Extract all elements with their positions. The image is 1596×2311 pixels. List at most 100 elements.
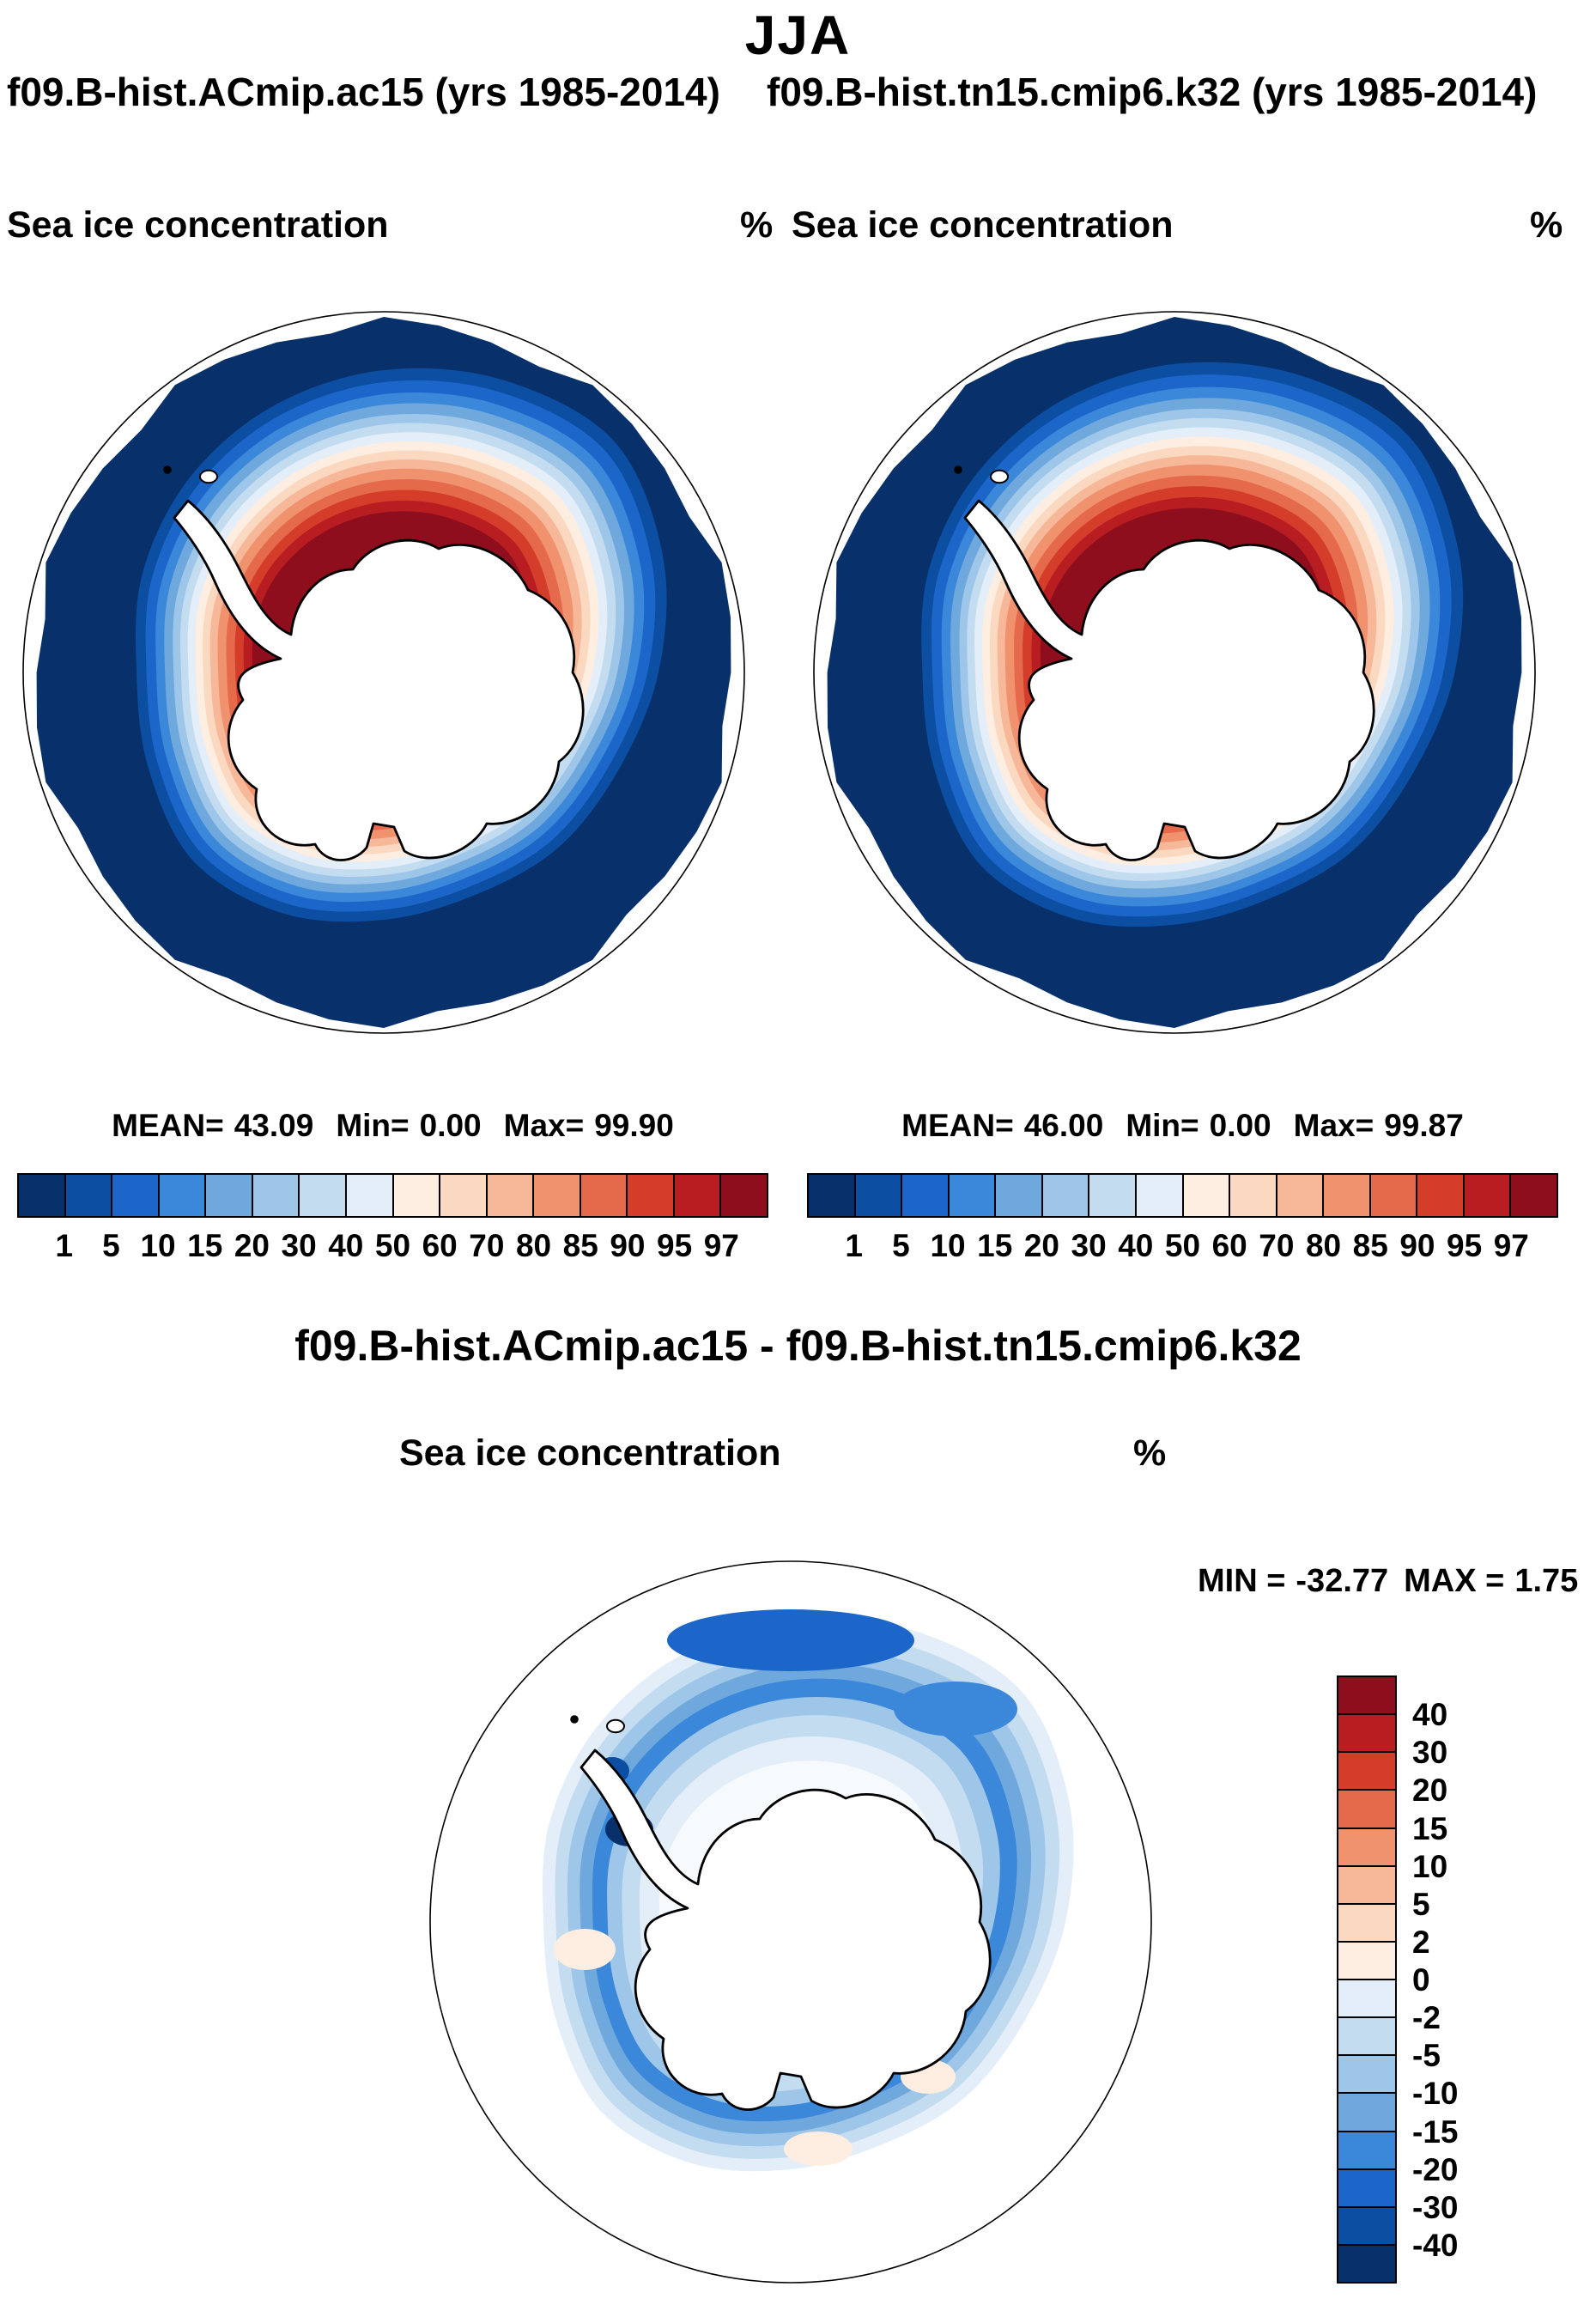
- colorbar-segment: [1337, 1713, 1397, 1754]
- colorbar-segment: [1337, 2243, 1397, 2284]
- colorbar-tick-label: 15: [1412, 1810, 1448, 1846]
- colorbar-tick-label: 60: [422, 1228, 458, 1263]
- colorbar-segment: [1337, 1751, 1397, 1791]
- colorbar-tick-label: 40: [1412, 1697, 1448, 1733]
- island-outline: [606, 1718, 625, 1734]
- max-label-b: Max=: [1293, 1108, 1375, 1143]
- diff-minmax: MIN = -32.77 MAX = 1.75: [1198, 1563, 1593, 1600]
- colorbar-segment: [1337, 1979, 1397, 2019]
- run-label-b: f09.B-hist.tn15.cmip6.k32 (yrs 1985-2014…: [767, 70, 1538, 114]
- colorbar-segment: [1337, 2016, 1397, 2057]
- colorbar-tick-label: 70: [469, 1228, 505, 1263]
- colorbar-ticks-b: 1 5 10 15 20 30 40 50 60 70 80 85 90 95 97: [807, 1228, 1558, 1266]
- field-label-a: Sea ice concentration: [7, 204, 389, 246]
- colorbar-segment: [1337, 1940, 1397, 1980]
- colorbar-tick-label: 90: [610, 1228, 646, 1263]
- map-boundary-circle: [429, 1560, 1152, 2284]
- colorbar-segment: [853, 1173, 903, 1218]
- diff-warm-patch: [554, 1929, 616, 1970]
- colorbar-segment: [1337, 1902, 1397, 1943]
- map-panel-diff: [429, 1560, 1152, 2284]
- colorbar-tick-label: 5: [102, 1228, 120, 1263]
- colorbar-segment: [1275, 1173, 1325, 1218]
- map-panel-b: [813, 311, 1536, 1034]
- colorbar-tick-label: 90: [1399, 1228, 1435, 1263]
- antarctica-outline: [963, 499, 1375, 861]
- colorbar-segment: [1337, 1675, 1397, 1716]
- colorbar-segment: [1134, 1173, 1184, 1218]
- colorbar-segment: [1368, 1173, 1418, 1218]
- colorbar-segment: [17, 1173, 66, 1218]
- colorbar-tick-label: 0: [1412, 1962, 1430, 1998]
- colorbar-tick-label: 5: [1412, 1886, 1430, 1922]
- antarctica-outline: [173, 499, 585, 861]
- mean-value-b: 46.00: [1023, 1108, 1104, 1143]
- colorbar-segment: [1509, 1173, 1558, 1218]
- colorbar-tick-label: 40: [328, 1228, 364, 1263]
- colorbar-tick-label: 20: [1412, 1773, 1448, 1809]
- colorbar-tick-label: 15: [977, 1228, 1013, 1263]
- colorbar-tick-label: 1: [55, 1228, 73, 1263]
- colorbar-tick-label: 97: [1493, 1228, 1529, 1263]
- colorbar-segment: [251, 1173, 300, 1218]
- units-b: %: [1530, 204, 1563, 246]
- island-outline: [990, 469, 1009, 484]
- colorbar-segment: [439, 1173, 488, 1218]
- colorbar-segment: [672, 1173, 722, 1218]
- diff-warm-patch: [784, 2132, 853, 2166]
- colorbar-segment: [994, 1173, 1043, 1218]
- colorbar-tick-label: 30: [1071, 1228, 1107, 1263]
- colorbar-tick-label: -15: [1412, 2113, 1459, 2150]
- colorbar-tick-label: -10: [1412, 2076, 1459, 2112]
- min-value-b: 0.00: [1209, 1108, 1271, 1143]
- diff-colorbar: [1337, 1675, 1397, 2284]
- colorbar-segment: [901, 1173, 950, 1218]
- colorbar-segment: [1322, 1173, 1371, 1218]
- colorbar-tick-label: 10: [1412, 1848, 1448, 1884]
- colorbar-segment: [298, 1173, 347, 1218]
- colorbar-tick-label: 50: [1164, 1228, 1201, 1263]
- mean-label-b: MEAN=: [901, 1108, 1014, 1143]
- colorbar-tick-label: 40: [1118, 1228, 1154, 1263]
- colorbar-tick-label: 20: [1023, 1228, 1060, 1263]
- min-label-b: Min=: [1126, 1108, 1199, 1143]
- island-dot: [570, 1715, 579, 1724]
- colorbar-segment: [344, 1173, 394, 1218]
- colorbar-tick-label: -5: [1412, 2038, 1441, 2074]
- colorbar-segment: [1337, 2205, 1397, 2246]
- colorbar-segment: [157, 1173, 207, 1218]
- colorbar-segment: [1181, 1173, 1231, 1218]
- mean-value-a: 43.09: [234, 1108, 314, 1143]
- map-boundary-circle: [22, 311, 745, 1034]
- colorbar-segment: [391, 1173, 441, 1218]
- colorbar-tick-label: 1: [845, 1228, 863, 1263]
- colorbar-segment: [1041, 1173, 1090, 1218]
- max-value-a: 99.90: [594, 1108, 674, 1143]
- island-outline: [199, 469, 218, 484]
- colorbar-tick-label: 70: [1259, 1228, 1295, 1263]
- colorbar-tick-label: -30: [1412, 2189, 1459, 2225]
- colorbar-tick-label: -2: [1412, 2000, 1441, 2036]
- colorbar-tick-label: 85: [562, 1228, 598, 1263]
- colorbar-segment: [1337, 2054, 1397, 2095]
- colorbar-tick-label: 30: [1412, 1735, 1448, 1771]
- colorbar-segment: [485, 1173, 535, 1218]
- colorbar-tick-label: 2: [1412, 1924, 1430, 1960]
- diff-units: %: [1133, 1432, 1167, 1474]
- diff-colorbar-ticks: 40 30 20 15 10 5 2 0 -2 -5 -10 -15 -20 -30 -40: [1412, 1677, 1515, 2284]
- colorbar-tick-label: 10: [930, 1228, 966, 1263]
- colorbar-segment: [719, 1173, 768, 1218]
- max-value-b: 99.87: [1384, 1108, 1464, 1143]
- run-label-a: f09.B-hist.ACmip.ac15 (yrs 1985-2014): [7, 70, 720, 114]
- colorbar-segment: [1416, 1173, 1465, 1218]
- map-panel-a: [22, 311, 745, 1034]
- colorbar-segment: [204, 1173, 253, 1218]
- colorbar-segment: [579, 1173, 628, 1218]
- colorbar-segment: [1337, 2168, 1397, 2208]
- diff-min-value: -32.77: [1296, 1563, 1389, 1599]
- colorbar-tick-label: 5: [892, 1228, 910, 1263]
- diff-min-label: MIN =: [1198, 1563, 1286, 1599]
- colorbar-segment: [111, 1173, 160, 1218]
- colorbar-segment: [1337, 1864, 1397, 1905]
